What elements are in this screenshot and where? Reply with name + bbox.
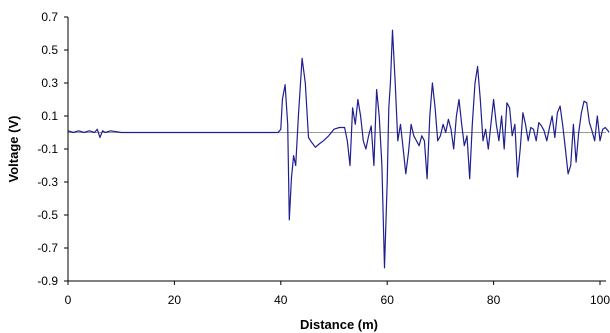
x-axis-title: Distance (m) xyxy=(300,317,378,332)
x-tick-label: 60 xyxy=(381,293,395,307)
y-axis-title: Voltage (V) xyxy=(6,116,21,183)
x-tick-label: 40 xyxy=(274,293,288,307)
plot-area xyxy=(67,29,610,269)
axes xyxy=(67,17,606,282)
y-tick-label: -0.5 xyxy=(37,208,58,222)
x-tick-label: 0 xyxy=(65,293,72,307)
y-tick-label: -0.9 xyxy=(37,274,58,288)
x-tick-label: 20 xyxy=(168,293,182,307)
x-tick-label: 80 xyxy=(487,293,501,307)
y-tick-label: -0.3 xyxy=(37,175,58,189)
y-ticks: 0.7 0.5 0.3 0.1 -0.1 -0.3 -0.5 -0.7 -0.9 xyxy=(37,10,68,288)
y-tick-label: 0.3 xyxy=(41,76,58,90)
series-line xyxy=(67,29,610,269)
y-tick-label: 0.1 xyxy=(41,109,58,123)
y-tick-label: -0.1 xyxy=(37,142,58,156)
y-tick-label: 0.7 xyxy=(41,10,58,24)
y-tick-label: 0.5 xyxy=(41,43,58,57)
y-tick-label: -0.7 xyxy=(37,241,58,255)
x-ticks: 0 20 40 60 80 100 xyxy=(65,281,610,307)
x-tick-label: 100 xyxy=(590,293,610,307)
